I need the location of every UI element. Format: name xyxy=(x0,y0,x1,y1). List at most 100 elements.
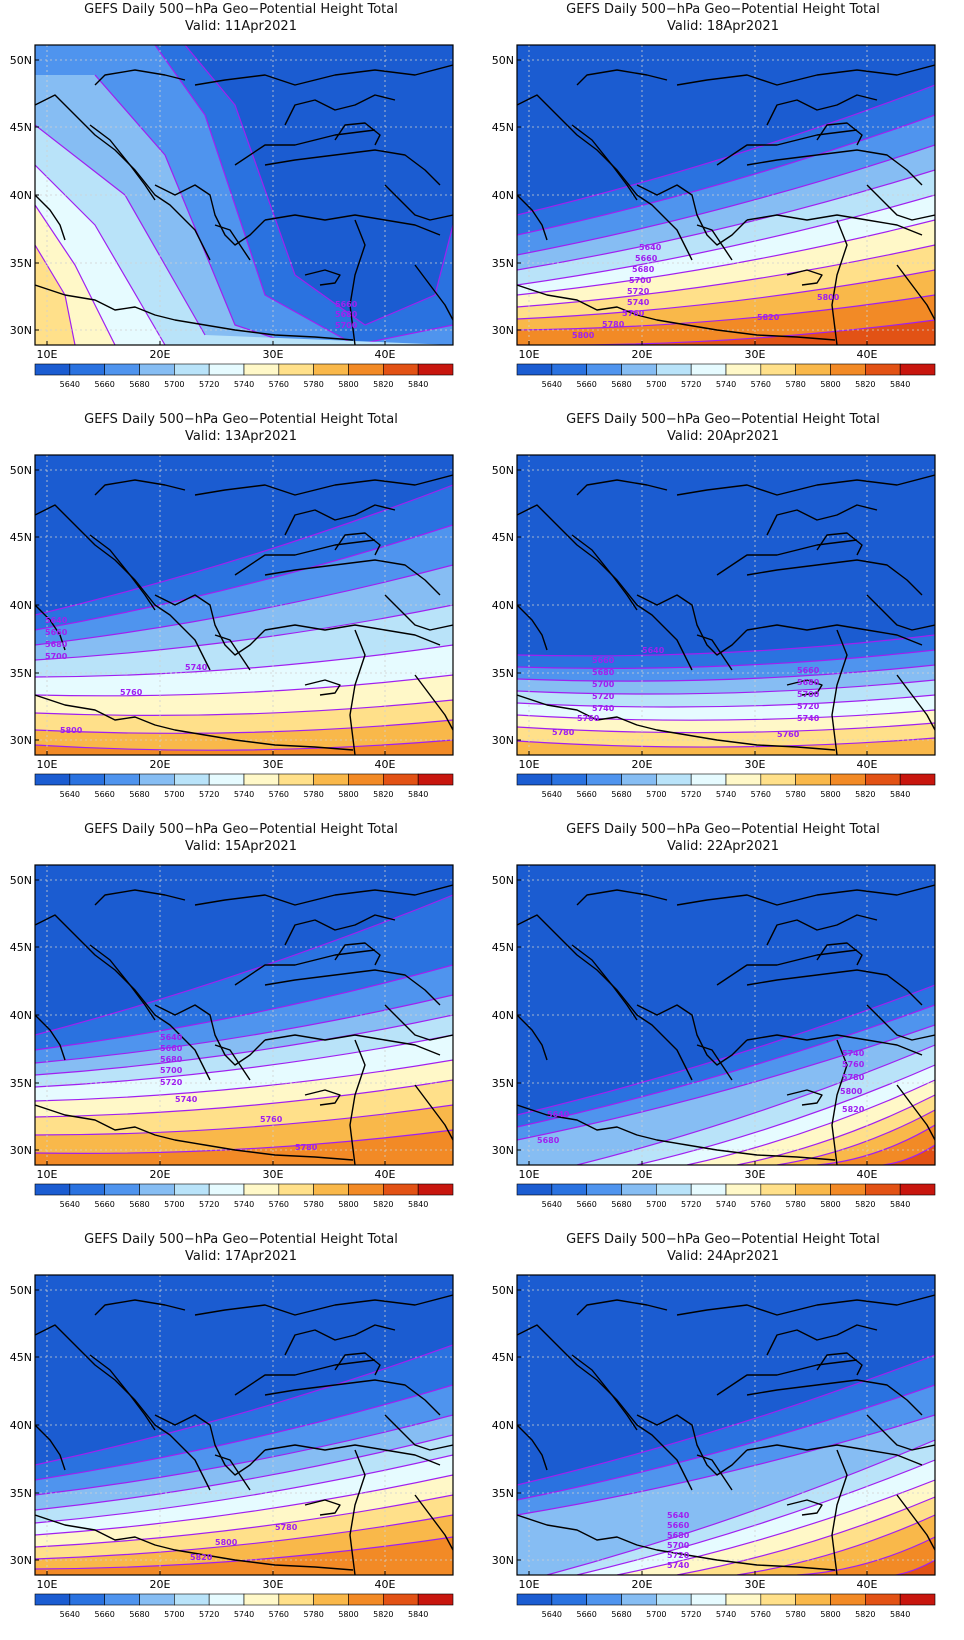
lon-tick-label: 30E xyxy=(263,758,284,771)
lon-tick-label: 30E xyxy=(263,1578,284,1591)
colorbar-level-label: 5680 xyxy=(129,380,149,389)
lat-tick-label: 35N xyxy=(492,667,514,680)
lon-tick-label: 40E xyxy=(375,1168,396,1181)
contour-line xyxy=(517,634,935,657)
map-figure: 5640 5660 5680 5700 5720 5740 5760 5780 5800 5800… xyxy=(492,44,936,389)
colorbar-level-label: 5760 xyxy=(269,790,289,799)
contour-line xyxy=(35,1129,453,1154)
colorbar-level-label: 5640 xyxy=(542,1200,562,1209)
colorbar-level-label: 5820 xyxy=(373,1200,393,1209)
colorbar-swatch xyxy=(899,1183,936,1196)
panel-title: GEFS Daily 500−hPa Geo−Potential Height … xyxy=(566,1232,880,1247)
contour-line xyxy=(35,964,453,1051)
lat-tick-label: 40N xyxy=(492,599,514,612)
lat-tick-label: 45N xyxy=(10,531,32,544)
contour-line xyxy=(35,644,453,678)
contour-line xyxy=(576,1459,935,1575)
coastline xyxy=(414,1494,453,1551)
coastline xyxy=(414,264,453,321)
colorbar-level-label: 5700 xyxy=(646,1200,666,1209)
colorbar-level-label: 5840 xyxy=(408,1200,428,1209)
colorbar-swatch xyxy=(795,1183,831,1196)
coastline xyxy=(676,884,935,906)
contour-label: 5820 xyxy=(842,1105,865,1114)
coastline xyxy=(571,944,638,1021)
lat-tick-label: 45N xyxy=(10,121,32,134)
colorbar-level-label: 5800 xyxy=(338,380,358,389)
colorbar-level-label: 5820 xyxy=(373,790,393,799)
coastline xyxy=(866,184,935,221)
coastline xyxy=(89,944,156,1021)
coastline xyxy=(284,1324,396,1356)
coastline xyxy=(35,694,354,751)
colorbar-swatch xyxy=(830,363,866,376)
colorbar-level-label: 5680 xyxy=(611,380,631,389)
contour-line xyxy=(857,1559,935,1575)
contour-line xyxy=(546,1439,935,1575)
colorbar: 5640 5660 5680 5700 5720 5740 5760 5780 5800 5820… xyxy=(34,1593,454,1619)
coastline xyxy=(746,624,923,646)
lon-tick-label: 20E xyxy=(632,1578,653,1591)
colorbar-swatch xyxy=(174,363,210,376)
contour-line xyxy=(517,709,935,721)
coastline xyxy=(786,1499,823,1516)
colorbar-level-label: 5800 xyxy=(338,790,358,799)
lat-tick-label: 40N xyxy=(492,189,514,202)
contour-label: 5660 xyxy=(160,1044,183,1053)
contour-line xyxy=(517,737,935,748)
coastline xyxy=(576,889,668,906)
lon-tick-label: 20E xyxy=(150,1168,171,1181)
coastline xyxy=(517,1324,693,1491)
contour-label: 5780 xyxy=(275,1523,298,1532)
contour-label: 5700 xyxy=(335,321,358,330)
colorbar-level-label: 5640 xyxy=(60,380,80,389)
contour-label: 5700 xyxy=(592,680,615,689)
colorbar-level-label: 5740 xyxy=(234,790,254,799)
coastline xyxy=(571,1354,638,1431)
colorbar-swatch xyxy=(551,773,587,786)
coastline xyxy=(154,594,266,656)
contour-label: 5680 xyxy=(797,678,820,687)
coastline xyxy=(214,1454,251,1491)
coastline xyxy=(816,942,863,966)
map-panel: GEFS Daily 500−hPa Geo−Potential Height … xyxy=(482,1230,964,1640)
colorbar-swatch xyxy=(795,773,831,786)
contour-label: 5780 xyxy=(602,320,625,329)
coastline xyxy=(214,1044,251,1081)
contour-label: 5800 xyxy=(572,331,595,340)
contour-label: 5700 xyxy=(667,1541,690,1550)
coastline xyxy=(89,1354,156,1431)
lat-tick-label: 30N xyxy=(10,324,32,337)
lon-tick-label: 20E xyxy=(632,348,653,361)
coastline xyxy=(696,1454,733,1491)
colorbar-swatch xyxy=(208,363,245,376)
colorbar-swatch xyxy=(243,1183,280,1196)
colorbar-swatch xyxy=(34,773,71,786)
contour-line xyxy=(517,1414,935,1516)
coastline xyxy=(716,539,858,576)
coastline xyxy=(831,219,848,345)
colorbar-level-label: 5720 xyxy=(199,380,219,389)
contour-line xyxy=(35,164,166,345)
lat-tick-label: 35N xyxy=(10,257,32,270)
coastline xyxy=(517,1104,836,1161)
contour-line xyxy=(517,1024,935,1141)
colorbar-level-label: 5640 xyxy=(542,790,562,799)
coastline xyxy=(384,594,453,631)
coastline xyxy=(35,1424,66,1471)
colorbar-level-label: 5780 xyxy=(785,1200,805,1209)
colorbar-level-label: 5780 xyxy=(303,380,323,389)
colorbar-level-label: 5740 xyxy=(234,1200,254,1209)
coastline xyxy=(896,264,935,321)
colorbar-level-label: 5680 xyxy=(611,790,631,799)
colorbar-swatch xyxy=(313,363,349,376)
panel-title: GEFS Daily 500−hPa Geo−Potential Height … xyxy=(566,2,880,17)
colorbar-level-label: 5760 xyxy=(751,1200,771,1209)
height-band xyxy=(35,125,453,345)
colorbar-level-label: 5800 xyxy=(338,1610,358,1619)
coastline xyxy=(194,64,453,86)
coastline xyxy=(786,269,823,286)
lon-tick-label: 40E xyxy=(375,348,396,361)
colorbar-level-label: 5660 xyxy=(576,790,596,799)
colorbar-swatch xyxy=(174,773,210,786)
